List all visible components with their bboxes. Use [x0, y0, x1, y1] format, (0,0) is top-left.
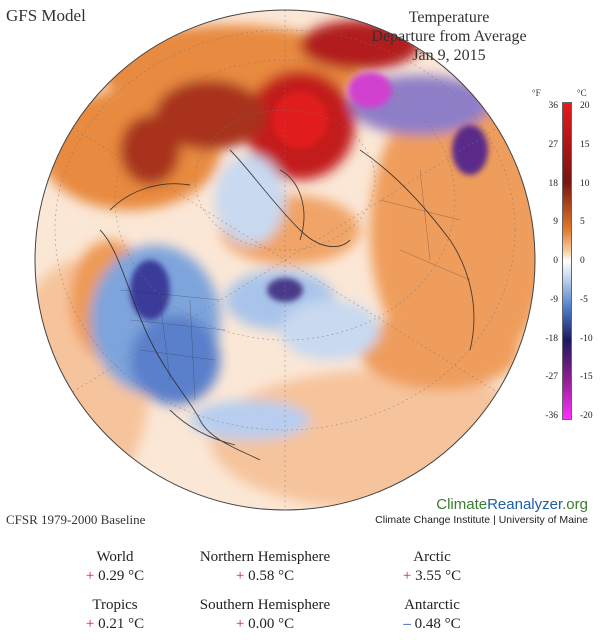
regional-stats: World + 0.29 °C Northern Hemisphere + 0.… [0, 530, 601, 640]
color-legend: °F °C 36 20 27 15 18 10 9 5 0 0 -9 -5 -18 -10 -27 -15 -3… [517, 88, 601, 438]
temperature-anomaly-map [34, 9, 536, 511]
legend-tick-f: 9 [553, 217, 558, 228]
legend-tick-c: 5 [580, 217, 585, 228]
stat-value-line: + 0.00 °C [170, 615, 360, 634]
legend-tick-f: 27 [548, 139, 559, 150]
stat-value-line: + 3.55 °C [337, 567, 527, 586]
stat-value: 0.48 °C [414, 616, 461, 632]
legend-tick-f: 36 [548, 101, 559, 111]
stat-sign: + [85, 568, 95, 584]
model-label: GFS Model [6, 6, 86, 25]
stat-region: World [96, 549, 134, 565]
stat-region: Northern Hemisphere [199, 549, 331, 565]
brand-logo[interactable]: ClimateReanalyzer.org [375, 496, 588, 513]
stat-sign: + [235, 568, 245, 584]
stat-value: 0.29 °C [98, 568, 145, 584]
map-date: Jan 9, 2015 [412, 47, 486, 64]
legend-tick-c: -15 [580, 372, 593, 383]
stat-sign: – [403, 616, 411, 632]
institute-label: Climate Change Institute | University of… [375, 514, 588, 526]
legend-tick-c: -5 [580, 294, 588, 305]
legend-unit-fahrenheit: °F [532, 88, 541, 98]
legend-tick-f: -27 [545, 372, 558, 383]
stat-value: 3.55 °C [415, 568, 462, 584]
legend-tick-c: 10 [580, 178, 590, 189]
stat-value-line: + 0.29 °C [20, 567, 210, 586]
stat-value: 0.00 °C [248, 616, 295, 632]
stat-value-line: + 0.21 °C [20, 615, 210, 634]
brand-block: ClimateReanalyzer.org Climate Change Ins… [375, 496, 588, 526]
legend-tick-c: 15 [580, 139, 590, 150]
stat-arctic: Arctic + 3.55 °C [337, 548, 527, 586]
legend-tick-f: -18 [545, 333, 558, 344]
stat-tropics: Tropics + 0.21 °C [20, 596, 210, 634]
legend-tick-f: -9 [550, 294, 558, 305]
legend-tick-c: 0 [580, 256, 585, 266]
stat-value: 0.58 °C [248, 568, 295, 584]
title-line-1: Temperature [408, 9, 490, 26]
brand-part-3: .org [562, 496, 588, 513]
legend-tick-f: 18 [548, 178, 559, 189]
map-title: Temperature Departure from Average Jan 9… [349, 8, 549, 65]
brand-part-1: Climate [436, 496, 488, 513]
legend-tick-c: -20 [580, 411, 593, 421]
stat-sign: + [85, 616, 95, 632]
stat-southern-hemisphere: Southern Hemisphere + 0.00 °C [170, 596, 360, 634]
legend-tick-f: 0 [553, 256, 558, 266]
legend-unit-celsius: °C [577, 88, 587, 98]
map-panel: GFS Model Temperature Departure from Ave… [6, 6, 601, 527]
stat-northern-hemisphere: Northern Hemisphere + 0.58 °C [170, 548, 360, 586]
globe [35, 10, 535, 510]
legend-tick-f: -36 [545, 411, 558, 421]
stat-sign: + [235, 616, 245, 632]
brand-part-2: Reanalyzer [487, 496, 563, 513]
stat-region: Tropics [92, 597, 138, 613]
stat-sign: + [402, 568, 412, 584]
stat-region: Arctic [413, 549, 451, 565]
baseline-label: CFSR 1979-2000 Baseline [6, 512, 146, 527]
stat-antarctic: Antarctic – 0.48 °C [337, 596, 527, 634]
title-line-2: Departure from Average [371, 28, 527, 45]
legend-tick-c: 20 [580, 101, 590, 111]
stat-world: World + 0.29 °C [20, 548, 210, 586]
stat-value-line: – 0.48 °C [337, 615, 527, 634]
stat-value: 0.21 °C [98, 616, 145, 632]
stat-region: Southern Hemisphere [199, 597, 331, 613]
stat-value-line: + 0.58 °C [170, 567, 360, 586]
legend-tick-c: -10 [580, 333, 593, 344]
stat-region: Antarctic [404, 597, 460, 613]
legend-color-bar [562, 102, 572, 420]
